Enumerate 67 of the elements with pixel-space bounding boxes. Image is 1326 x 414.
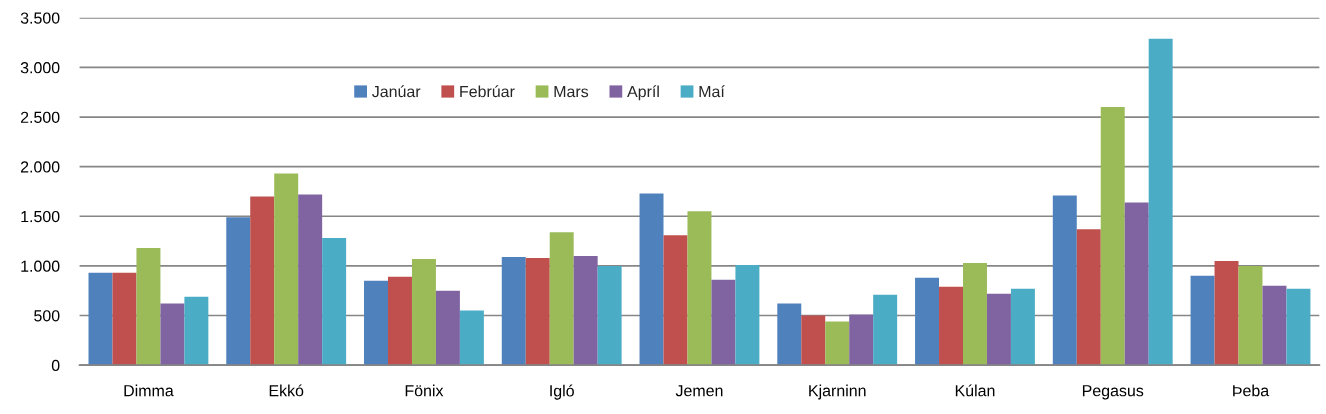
bar [1148,38,1173,366]
bar [136,248,161,366]
legend-label: Apríl [627,85,659,101]
y-tick-label: 1.500 [21,210,60,223]
bar [962,262,987,366]
bar [1076,229,1101,366]
x-tick-label: Ekkó [269,384,304,397]
legend-label: Janúar [372,85,421,98]
bar [160,303,185,366]
bar [1052,195,1077,366]
bar [986,293,1011,366]
x-tick-label: Kjarninn [809,384,866,400]
bar [1124,202,1149,366]
y-tick-label: 3.500 [20,12,60,24]
bar [411,258,436,366]
bar [298,194,323,366]
bar [777,303,802,366]
y-tick-label: 3.000 [20,62,60,74]
bar [549,232,574,366]
bar [801,315,826,366]
y-tick-label: 1.000 [21,260,60,272]
bar [1190,275,1215,366]
bar [1262,285,1287,366]
bar [1286,288,1311,366]
bar [274,173,299,366]
x-tick-label: Pegasus [1082,385,1144,400]
bar [663,235,688,366]
x-tick-label: Igló [550,384,574,400]
x-tick-label: Dimma [124,384,174,397]
bar [88,272,113,366]
bar [388,276,412,366]
legend-label: Mars [554,86,589,98]
bar [250,196,275,366]
bar [1010,288,1035,366]
bar [687,211,712,366]
bar [459,310,484,366]
bar [915,277,940,366]
bar [849,314,874,366]
x-tick-label: Kúlan [955,384,995,397]
bar [226,217,251,366]
y-tick-label: 500 [34,310,60,322]
bar [184,296,209,366]
y-tick-label: 2.000 [20,161,60,173]
x-tick-label: Þeba [1233,384,1270,397]
bar [825,321,850,366]
bar [873,294,898,366]
bar [435,290,460,366]
y-tick-label: 0 [51,359,60,372]
bar [597,265,622,366]
legend-label: Maí [699,85,725,98]
bar [1238,265,1263,366]
bar [939,286,963,366]
bar [639,193,664,366]
x-tick-label: Fönix [405,384,444,397]
bar [711,279,736,366]
bar [1214,260,1239,366]
bar [735,264,760,366]
bar [573,255,598,366]
legend-label: Febrúar [460,85,515,98]
bar [364,280,388,366]
bar [112,272,137,366]
x-tick-label: Jemen [675,385,723,397]
bar [322,238,347,366]
bar [1100,107,1125,366]
bar [525,257,550,366]
bar [501,256,526,366]
y-tick-label: 2.500 [20,111,60,123]
